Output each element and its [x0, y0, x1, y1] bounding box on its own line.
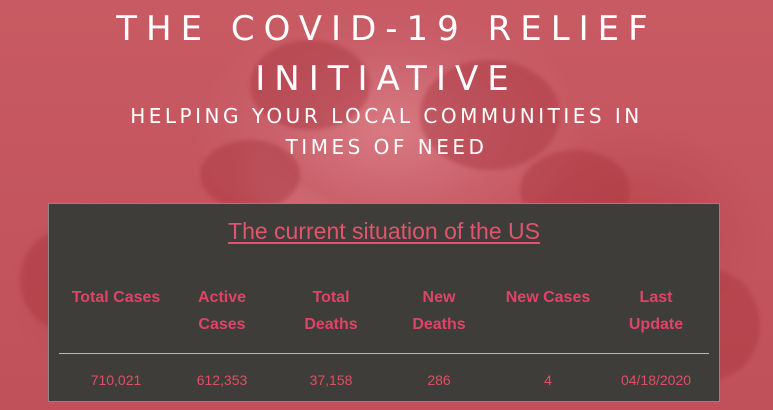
value-active-cases: 612,353	[196, 372, 248, 388]
header-new-cases-label: New Cases	[505, 289, 591, 306]
header-total-deaths-label-2: Deaths	[304, 316, 358, 333]
header-new-deaths: New Deaths	[384, 284, 494, 338]
value-last-update: 04/18/2020	[620, 372, 692, 388]
header-active-cases-label-2: Cases	[198, 316, 246, 333]
header-last-update-label: Last	[639, 289, 673, 306]
table-divider	[59, 353, 709, 354]
header-total-cases: Total Cases	[61, 284, 171, 311]
header-active-cases: Active Cases	[167, 284, 277, 338]
subtitle-line-1: HELPING YOUR LOCAL COMMUNITIES IN	[130, 104, 643, 128]
table-row: 710,021 612,353 37,158 286 4 04/18/2020	[49, 372, 719, 392]
value-new-deaths: 286	[427, 372, 451, 388]
header-active-cases-label: Active	[197, 289, 247, 306]
subtitle-line-2: TIMES OF NEED	[285, 135, 488, 159]
header-total-deaths: Total Deaths	[276, 284, 386, 338]
value-new-cases: 4	[544, 372, 552, 388]
page-title: THE COVID-19 RELIEF INITIATIVE	[0, 4, 773, 104]
situation-heading-link[interactable]: The current situation of the US	[228, 218, 540, 244]
header-new-deaths-label: New	[422, 289, 456, 306]
title-line-2: INITIATIVE	[255, 59, 518, 99]
header-new-cases: New Cases	[493, 284, 603, 311]
value-total-deaths: 37,158	[309, 372, 353, 388]
header-total-deaths-label: Total	[312, 289, 350, 306]
header-last-update: Last Update	[601, 284, 711, 338]
value-total-cases: 710,021	[90, 372, 142, 388]
header-new-deaths-label-2: Deaths	[412, 316, 466, 333]
header-total-cases-label: Total Cases	[71, 289, 161, 306]
stats-table-header: Total Cases Active Cases Total Deaths Ne…	[49, 284, 719, 344]
header-last-update-label-2: Update	[628, 316, 684, 333]
us-situation-panel: The current situation of the US Total Ca…	[48, 203, 720, 402]
page-subtitle: HELPING YOUR LOCAL COMMUNITIES IN TIMES …	[0, 101, 773, 163]
title-line-1: THE COVID-19 RELIEF	[116, 9, 657, 49]
